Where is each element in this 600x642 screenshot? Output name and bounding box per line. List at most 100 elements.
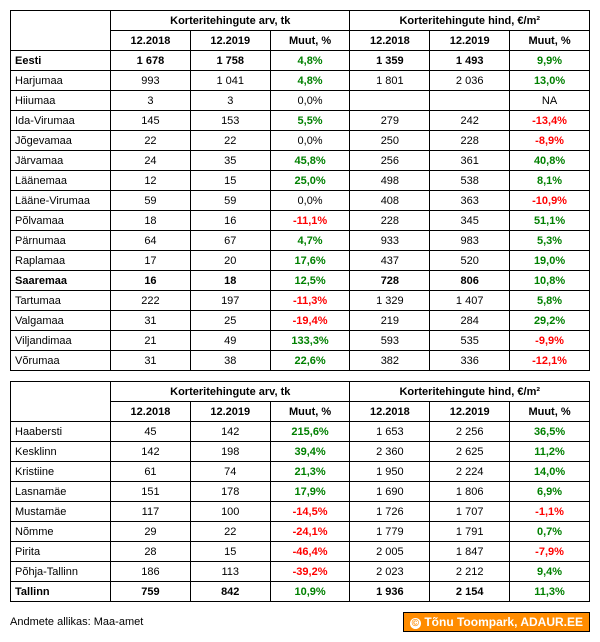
price-change: 6,9% <box>510 482 590 502</box>
count-2019: 197 <box>190 291 270 311</box>
count-change: 4,8% <box>270 71 350 91</box>
price-2019: 520 <box>430 251 510 271</box>
count-2018: 18 <box>111 211 191 231</box>
region-cell: Tartumaa <box>11 291 111 311</box>
count-2018: 17 <box>111 251 191 271</box>
price-change: 36,5% <box>510 422 590 442</box>
price-change: -10,9% <box>510 191 590 211</box>
price-change: 8,1% <box>510 171 590 191</box>
count-2019: 18 <box>190 271 270 291</box>
region-cell: Kesklinn <box>11 442 111 462</box>
count-2019: 25 <box>190 311 270 331</box>
count-change: 12,5% <box>270 271 350 291</box>
price-2019: 2 625 <box>430 442 510 462</box>
count-2018: 186 <box>111 562 191 582</box>
count-2019: 178 <box>190 482 270 502</box>
price-change: NA <box>510 91 590 111</box>
table-row: Pärnumaa64674,7%9339835,3% <box>11 231 590 251</box>
table-row: Harjumaa9931 0414,8%1 8012 03613,0% <box>11 71 590 91</box>
count-change: -11,1% <box>270 211 350 231</box>
count-2018: 16 <box>111 271 191 291</box>
count-2019: 3 <box>190 91 270 111</box>
price-2018: 228 <box>350 211 430 231</box>
price-2018: 933 <box>350 231 430 251</box>
count-change: 0,0% <box>270 191 350 211</box>
price-2019: 2 036 <box>430 71 510 91</box>
count-2018: 31 <box>111 351 191 371</box>
table-row: Järvamaa243545,8%25636140,8% <box>11 151 590 171</box>
price-2018: 728 <box>350 271 430 291</box>
attribution: © Tõnu Toompark, ADAUR.EE <box>403 612 590 632</box>
count-2019: 67 <box>190 231 270 251</box>
region-cell: Viljandimaa <box>11 331 111 351</box>
region-cell: Võrumaa <box>11 351 111 371</box>
region-cell: Nõmme <box>11 522 111 542</box>
table-row: Eesti1 6781 7584,8%1 3591 4939,9% <box>11 51 590 71</box>
price-change: 5,3% <box>510 231 590 251</box>
attribution-text: Tõnu Toompark, ADAUR.EE <box>424 615 583 629</box>
price-2018: 279 <box>350 111 430 131</box>
price-change: -1,1% <box>510 502 590 522</box>
count-2018: 993 <box>111 71 191 91</box>
count-2018: 22 <box>111 131 191 151</box>
count-change: 133,3% <box>270 331 350 351</box>
count-change: -11,3% <box>270 291 350 311</box>
price-2019: 1 847 <box>430 542 510 562</box>
region-cell: Mustamäe <box>11 502 111 522</box>
price-change: 0,7% <box>510 522 590 542</box>
price-change: 40,8% <box>510 151 590 171</box>
header-bc: Muut, % <box>510 31 590 51</box>
count-2018: 61 <box>111 462 191 482</box>
count-2018: 142 <box>111 442 191 462</box>
count-2019: 49 <box>190 331 270 351</box>
price-2019: 1 493 <box>430 51 510 71</box>
price-2018: 1 690 <box>350 482 430 502</box>
price-2019: 336 <box>430 351 510 371</box>
header-a1-2: 12.2018 <box>111 402 191 422</box>
count-change: 45,8% <box>270 151 350 171</box>
table-row: Ida-Virumaa1451535,5%279242-13,4% <box>11 111 590 131</box>
price-change: 9,4% <box>510 562 590 582</box>
table-row: Pirita2815-46,4%2 0051 847-7,9% <box>11 542 590 562</box>
price-change: -13,4% <box>510 111 590 131</box>
region-cell: Läänemaa <box>11 171 111 191</box>
price-2019: 1 791 <box>430 522 510 542</box>
price-2019: 538 <box>430 171 510 191</box>
region-cell: Lasnamäe <box>11 482 111 502</box>
price-change: 29,2% <box>510 311 590 331</box>
count-2018: 151 <box>111 482 191 502</box>
price-change: 11,2% <box>510 442 590 462</box>
table-row: Põlvamaa1816-11,1%22834551,1% <box>11 211 590 231</box>
price-2018: 382 <box>350 351 430 371</box>
header-b1: 12.2018 <box>350 31 430 51</box>
price-2019: 284 <box>430 311 510 331</box>
region-cell: Hiiumaa <box>11 91 111 111</box>
table-row: Kristiine617421,3%1 9502 22414,0% <box>11 462 590 482</box>
count-2018: 24 <box>111 151 191 171</box>
count-2019: 16 <box>190 211 270 231</box>
header-a2: 12.2019 <box>190 31 270 51</box>
count-change: -14,5% <box>270 502 350 522</box>
region-cell: Lääne-Virumaa <box>11 191 111 211</box>
price-change: -8,9% <box>510 131 590 151</box>
count-2018: 3 <box>111 91 191 111</box>
count-2018: 29 <box>111 522 191 542</box>
region-cell: Tallinn <box>11 582 111 602</box>
header-b1-2: 12.2018 <box>350 402 430 422</box>
header-ac: Muut, % <box>270 31 350 51</box>
count-2018: 45 <box>111 422 191 442</box>
count-change: -19,4% <box>270 311 350 331</box>
count-change: 21,3% <box>270 462 350 482</box>
price-2018: 408 <box>350 191 430 211</box>
table-row: Viljandimaa2149133,3%593535-9,9% <box>11 331 590 351</box>
region-cell: Ida-Virumaa <box>11 111 111 131</box>
table-row: Lasnamäe15117817,9%1 6901 8066,9% <box>11 482 590 502</box>
count-2018: 759 <box>111 582 191 602</box>
count-2019: 74 <box>190 462 270 482</box>
count-2019: 153 <box>190 111 270 131</box>
header-bc-2: Muut, % <box>510 402 590 422</box>
table-row: Mustamäe117100-14,5%1 7261 707-1,1% <box>11 502 590 522</box>
price-change: 51,1% <box>510 211 590 231</box>
region-cell: Pirita <box>11 542 111 562</box>
count-2019: 1 758 <box>190 51 270 71</box>
